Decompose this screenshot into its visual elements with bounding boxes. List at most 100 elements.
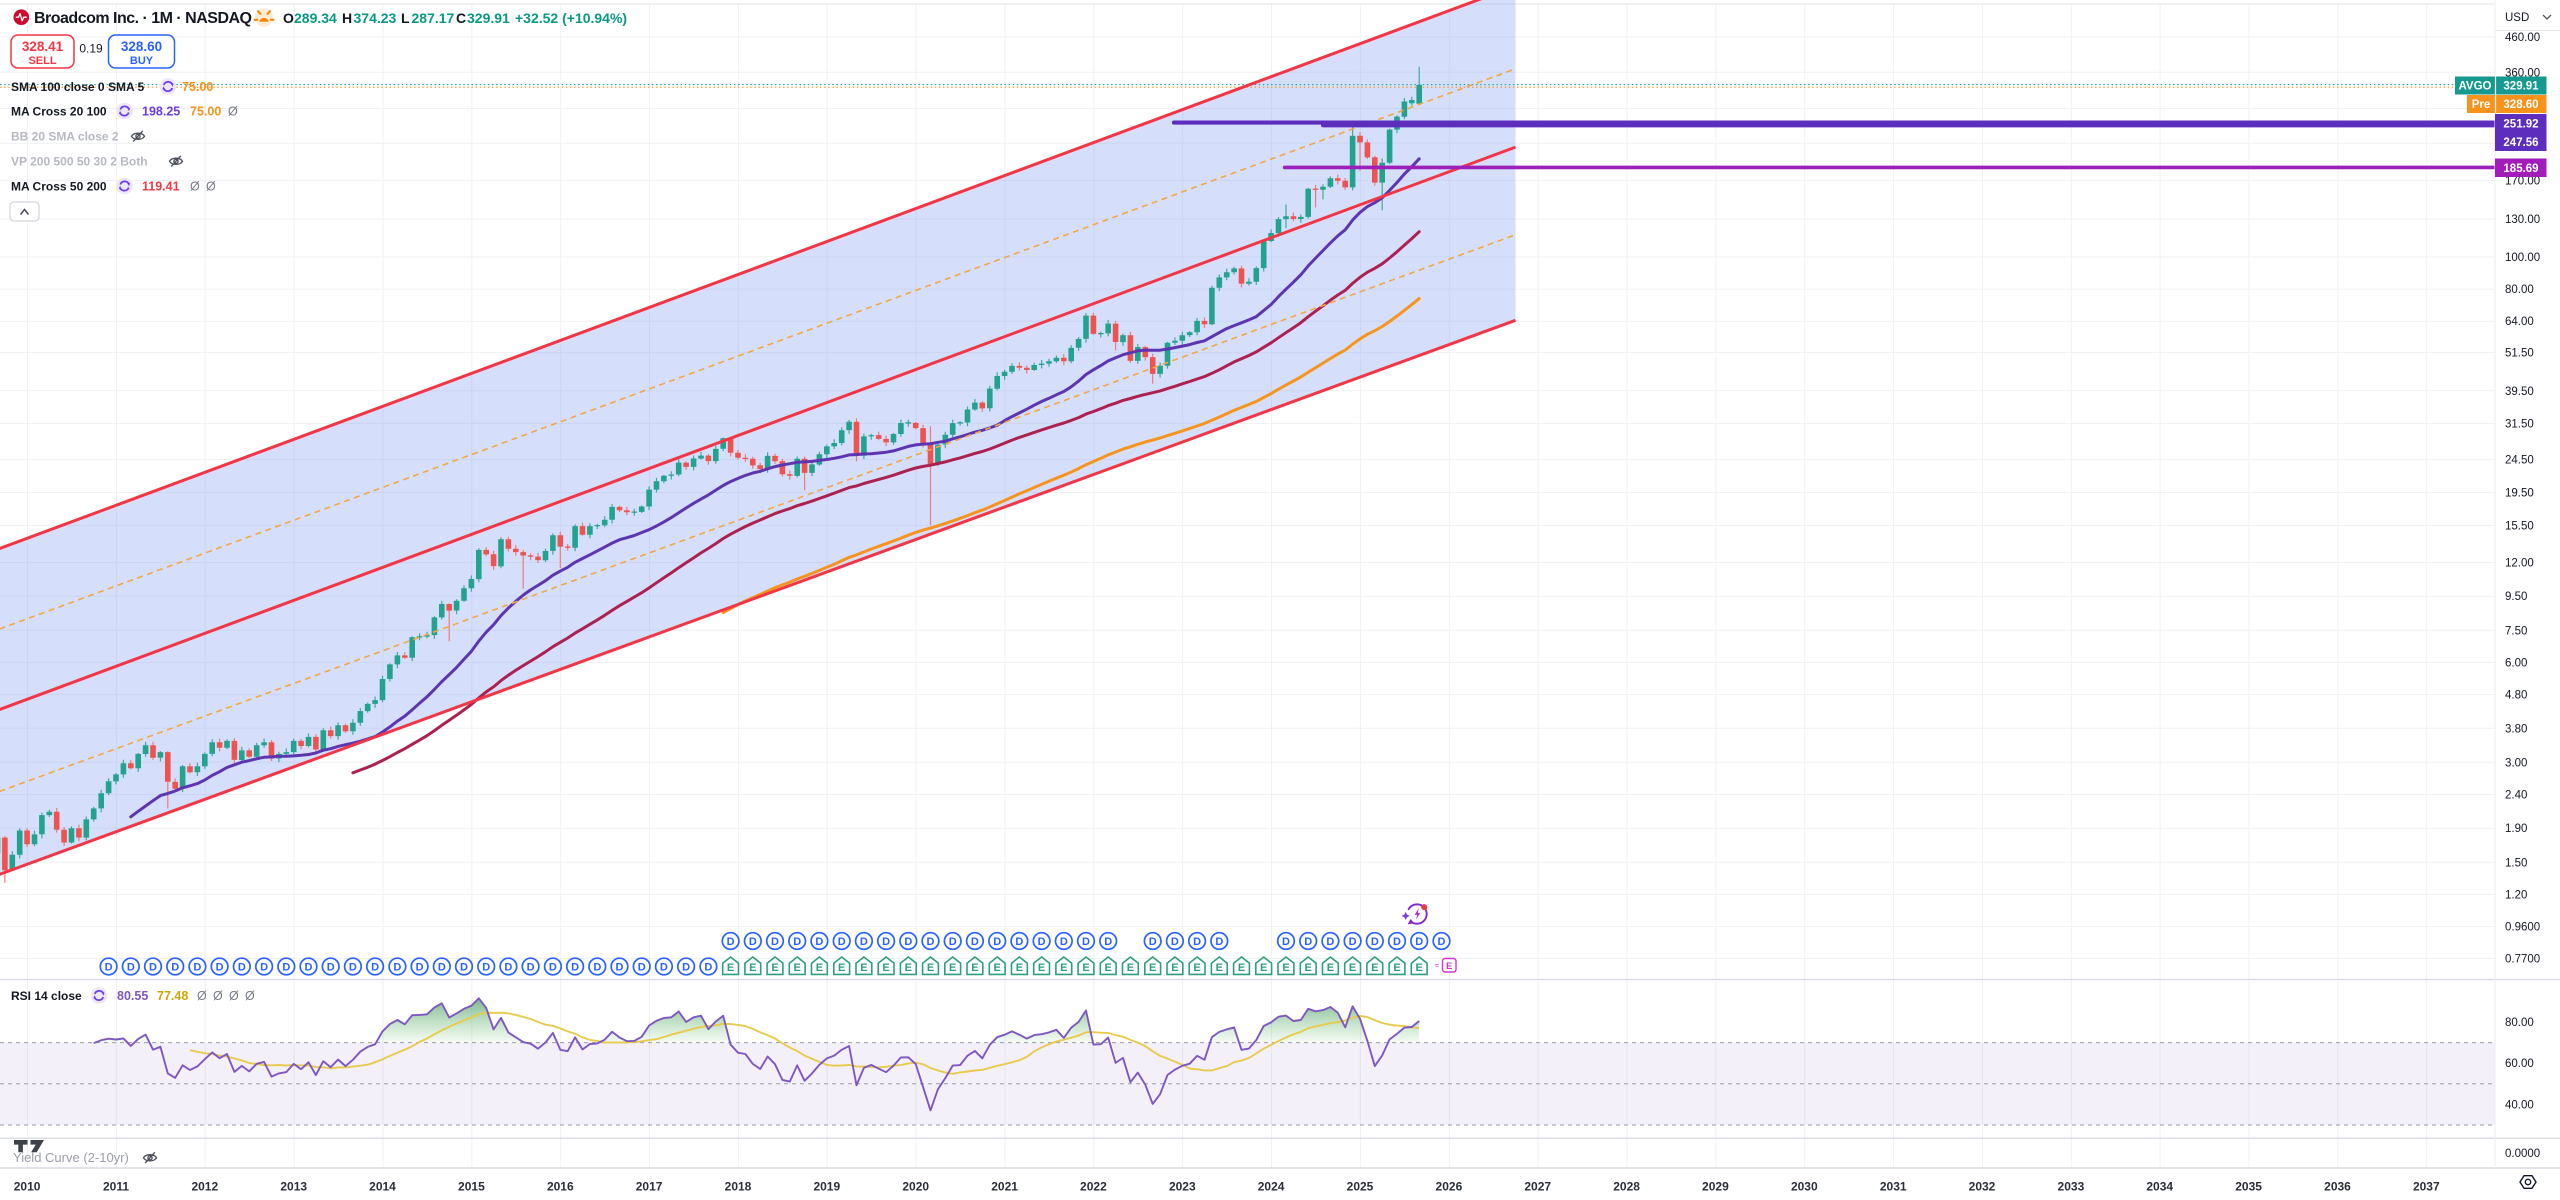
svg-text:D: D	[1082, 936, 1090, 948]
svg-text:D: D	[927, 936, 935, 948]
svg-text:E: E	[1149, 962, 1156, 974]
svg-text:D: D	[1015, 936, 1023, 948]
svg-text:D: D	[771, 936, 779, 948]
svg-text:E: E	[1393, 962, 1400, 974]
svg-text:2035: 2035	[2235, 1180, 2262, 1194]
svg-text:≈: ≈	[1435, 961, 1440, 970]
svg-text:E: E	[1127, 962, 1134, 974]
svg-text:D: D	[1326, 936, 1334, 948]
svg-text:0.7700: 0.7700	[2505, 953, 2540, 965]
svg-text:E: E	[1282, 962, 1289, 974]
svg-text:360.00: 360.00	[2505, 67, 2540, 79]
svg-text:2024: 2024	[1258, 1180, 1285, 1194]
svg-text:130.00: 130.00	[2505, 214, 2540, 226]
svg-text:2021: 2021	[991, 1180, 1018, 1194]
svg-text:E: E	[949, 962, 956, 974]
svg-text:E: E	[1416, 962, 1423, 974]
svg-text:2032: 2032	[1969, 1180, 1996, 1194]
svg-text:251.92: 251.92	[2503, 119, 2538, 131]
svg-text:E: E	[860, 962, 867, 974]
svg-text:D: D	[238, 962, 246, 974]
svg-text:D: D	[216, 962, 224, 974]
svg-text:D: D	[171, 962, 179, 974]
svg-text:77.48: 77.48	[157, 989, 188, 1003]
svg-text:Yield Curve (2-10yr): Yield Curve (2-10yr)	[13, 1150, 129, 1165]
svg-text:D: D	[416, 962, 424, 974]
svg-text:E: E	[905, 962, 912, 974]
svg-text:MA Cross 50 200: MA Cross 50 200	[11, 180, 107, 194]
svg-text:2027: 2027	[1524, 1180, 1551, 1194]
svg-text:100.00: 100.00	[2505, 252, 2540, 264]
svg-text:51.50: 51.50	[2505, 348, 2534, 360]
svg-text:185.69: 185.69	[2503, 163, 2538, 175]
svg-text:D: D	[1038, 936, 1046, 948]
svg-text:D: D	[727, 936, 735, 948]
svg-text:31.50: 31.50	[2505, 418, 2534, 430]
svg-text:2015: 2015	[458, 1180, 485, 1194]
svg-text:3.80: 3.80	[2505, 723, 2527, 735]
svg-text:AVGO: AVGO	[2458, 81, 2491, 93]
svg-text:19.50: 19.50	[2505, 488, 2534, 500]
svg-text:E: E	[1446, 961, 1452, 972]
svg-text:E: E	[1327, 962, 1334, 974]
svg-text:E: E	[927, 962, 934, 974]
svg-text:329.91: 329.91	[2503, 81, 2539, 93]
svg-text:E: E	[971, 962, 978, 974]
svg-text:D: D	[682, 962, 690, 974]
svg-text:E: E	[838, 962, 845, 974]
svg-text:2030: 2030	[1791, 1180, 1818, 1194]
svg-text:Ø: Ø	[229, 989, 239, 1003]
svg-text:2016: 2016	[547, 1180, 574, 1194]
svg-text:D: D	[327, 962, 335, 974]
svg-text:D: D	[393, 962, 401, 974]
svg-text:D: D	[1371, 936, 1379, 948]
svg-text:2019: 2019	[813, 1180, 840, 1194]
svg-text:D: D	[904, 936, 912, 948]
svg-text:BUY: BUY	[130, 55, 154, 67]
svg-text:80.00: 80.00	[2505, 1017, 2534, 1029]
svg-text:15.50: 15.50	[2505, 521, 2534, 533]
svg-text:SMA 100 close 0 SMA 5: SMA 100 close 0 SMA 5	[11, 80, 144, 94]
svg-text:E: E	[1060, 962, 1067, 974]
svg-text:D: D	[793, 936, 801, 948]
svg-text:170.00: 170.00	[2505, 175, 2540, 187]
svg-text:1.50: 1.50	[2505, 857, 2527, 869]
svg-text:2026: 2026	[1436, 1180, 1463, 1194]
svg-text:SELL: SELL	[28, 55, 56, 67]
svg-text:1.90: 1.90	[2505, 823, 2527, 835]
svg-text:24.50: 24.50	[2505, 455, 2534, 467]
svg-text:D: D	[1104, 936, 1112, 948]
svg-text:2013: 2013	[280, 1180, 307, 1194]
svg-text:E: E	[1082, 962, 1089, 974]
svg-text:2012: 2012	[191, 1180, 218, 1194]
svg-text:D: D	[1415, 936, 1423, 948]
svg-text:E: E	[882, 962, 889, 974]
svg-text:E: E	[794, 962, 801, 974]
svg-text:328.60: 328.60	[121, 39, 162, 54]
svg-text:D: D	[838, 936, 846, 948]
svg-text:D: D	[1438, 936, 1446, 948]
svg-text:2014: 2014	[369, 1180, 396, 1194]
svg-text:2036: 2036	[2324, 1180, 2351, 1194]
svg-text:D: D	[1149, 936, 1157, 948]
svg-text:D: D	[1193, 936, 1201, 948]
svg-text:Ø: Ø	[190, 180, 200, 194]
svg-text:MA Cross 20 100: MA Cross 20 100	[11, 105, 107, 119]
svg-text:2020: 2020	[902, 1180, 929, 1194]
svg-text:D: D	[527, 962, 535, 974]
svg-text:D: D	[482, 962, 490, 974]
svg-text:80.55: 80.55	[117, 989, 148, 1003]
svg-text:D: D	[1171, 936, 1179, 948]
svg-text:D: D	[105, 962, 113, 974]
svg-text:7.50: 7.50	[2505, 625, 2527, 637]
svg-text:247.56: 247.56	[2503, 137, 2538, 149]
svg-text:D: D	[1282, 936, 1290, 948]
svg-text:2033: 2033	[2058, 1180, 2085, 1194]
svg-text:E: E	[1171, 962, 1178, 974]
svg-text:BB 20 SMA close 2: BB 20 SMA close 2	[11, 130, 119, 144]
svg-text:80.00: 80.00	[2505, 284, 2534, 296]
svg-text:460.00: 460.00	[2505, 32, 2540, 44]
svg-text:E: E	[1349, 962, 1356, 974]
svg-text:119.41: 119.41	[142, 180, 180, 194]
svg-text:D: D	[1349, 936, 1357, 948]
